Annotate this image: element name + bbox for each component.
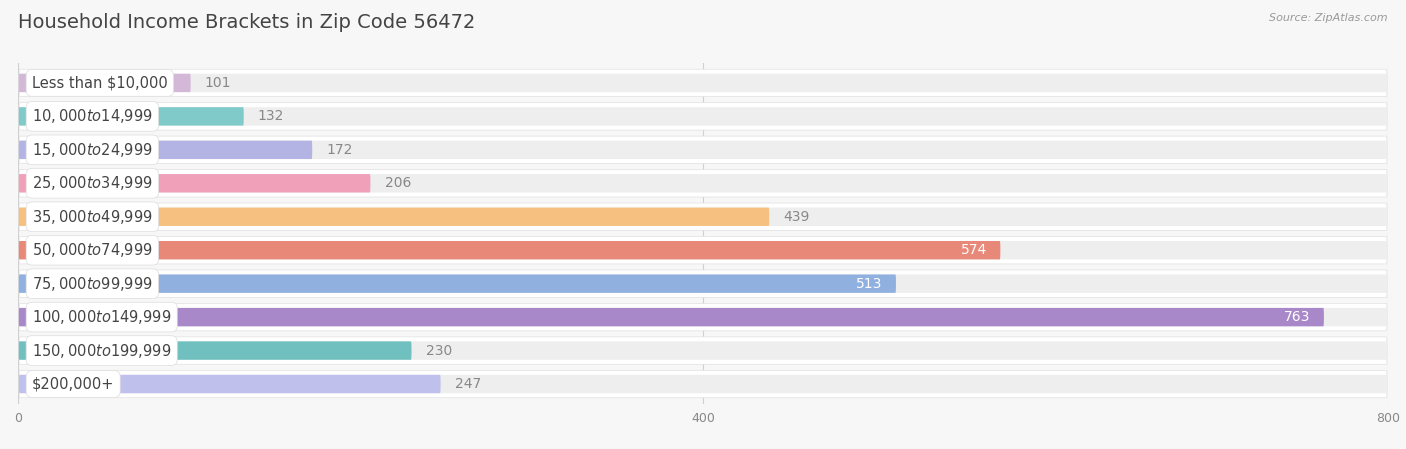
Text: Less than $10,000: Less than $10,000: [32, 75, 167, 90]
FancyBboxPatch shape: [18, 308, 1388, 326]
FancyBboxPatch shape: [18, 274, 896, 293]
FancyBboxPatch shape: [18, 107, 243, 126]
Text: $200,000+: $200,000+: [32, 377, 114, 392]
FancyBboxPatch shape: [18, 304, 1388, 331]
Text: 132: 132: [257, 110, 284, 123]
Text: $75,000 to $99,999: $75,000 to $99,999: [32, 275, 153, 293]
FancyBboxPatch shape: [18, 203, 1388, 230]
Text: $10,000 to $14,999: $10,000 to $14,999: [32, 107, 153, 125]
FancyBboxPatch shape: [18, 141, 1388, 159]
Text: 574: 574: [960, 243, 987, 257]
Text: 763: 763: [1284, 310, 1310, 324]
Text: 172: 172: [326, 143, 353, 157]
FancyBboxPatch shape: [18, 174, 370, 193]
FancyBboxPatch shape: [18, 207, 1388, 226]
Text: $15,000 to $24,999: $15,000 to $24,999: [32, 141, 153, 159]
Text: $35,000 to $49,999: $35,000 to $49,999: [32, 208, 153, 226]
Text: 230: 230: [426, 343, 451, 357]
Text: Household Income Brackets in Zip Code 56472: Household Income Brackets in Zip Code 56…: [18, 13, 475, 32]
Text: $25,000 to $34,999: $25,000 to $34,999: [32, 174, 153, 192]
Text: 206: 206: [385, 176, 411, 190]
FancyBboxPatch shape: [18, 141, 312, 159]
Text: $150,000 to $199,999: $150,000 to $199,999: [32, 342, 172, 360]
Text: 101: 101: [205, 76, 232, 90]
FancyBboxPatch shape: [18, 170, 1388, 197]
FancyBboxPatch shape: [18, 136, 1388, 163]
FancyBboxPatch shape: [18, 337, 1388, 364]
FancyBboxPatch shape: [18, 107, 1388, 126]
FancyBboxPatch shape: [18, 237, 1388, 264]
Text: $50,000 to $74,999: $50,000 to $74,999: [32, 241, 153, 259]
FancyBboxPatch shape: [18, 274, 1388, 293]
FancyBboxPatch shape: [18, 69, 1388, 97]
Text: 247: 247: [454, 377, 481, 391]
Text: $100,000 to $149,999: $100,000 to $149,999: [32, 308, 172, 326]
FancyBboxPatch shape: [18, 375, 440, 393]
FancyBboxPatch shape: [18, 241, 1001, 260]
FancyBboxPatch shape: [18, 341, 1388, 360]
FancyBboxPatch shape: [18, 308, 1324, 326]
FancyBboxPatch shape: [18, 103, 1388, 130]
FancyBboxPatch shape: [18, 270, 1388, 297]
FancyBboxPatch shape: [18, 74, 191, 92]
FancyBboxPatch shape: [18, 207, 769, 226]
FancyBboxPatch shape: [18, 341, 412, 360]
Text: 513: 513: [856, 277, 883, 291]
Text: Source: ZipAtlas.com: Source: ZipAtlas.com: [1270, 13, 1388, 23]
FancyBboxPatch shape: [18, 370, 1388, 398]
FancyBboxPatch shape: [18, 241, 1388, 260]
FancyBboxPatch shape: [18, 174, 1388, 193]
Text: 439: 439: [783, 210, 810, 224]
FancyBboxPatch shape: [18, 375, 1388, 393]
FancyBboxPatch shape: [18, 74, 1388, 92]
